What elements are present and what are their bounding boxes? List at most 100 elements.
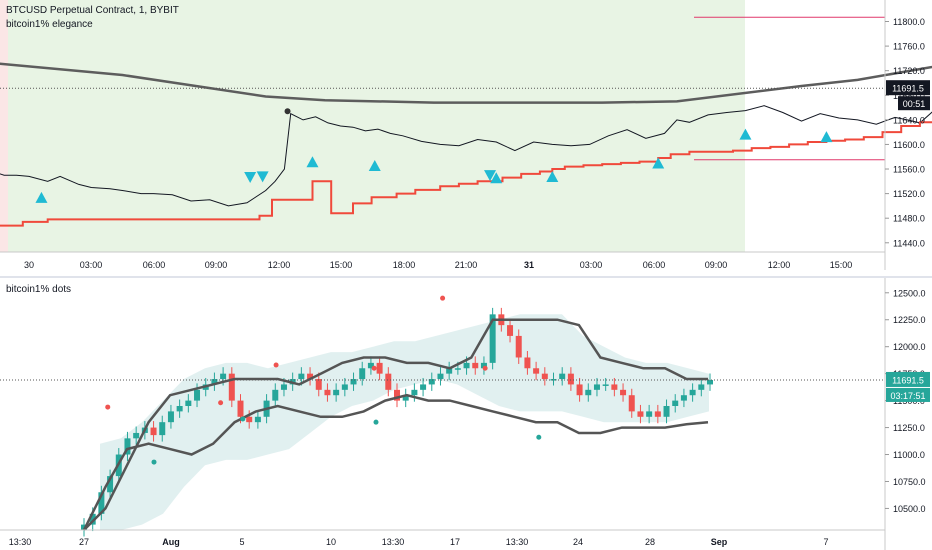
candle-body <box>350 379 357 385</box>
candle-body <box>220 373 227 380</box>
x-tick-label: 06:00 <box>643 260 666 270</box>
candle-body <box>211 379 218 385</box>
candle-body <box>150 427 157 436</box>
y-tick-label: 11800.0 <box>893 17 925 27</box>
y-tick-label: 11560.0 <box>893 165 925 175</box>
candle-body <box>672 400 679 406</box>
candle-body <box>298 373 305 380</box>
countdown-value: 00:51 <box>903 99 926 109</box>
candle-body <box>611 384 618 390</box>
triangle-down-marker <box>484 170 497 182</box>
candle-body <box>420 384 427 390</box>
signal-dot-green <box>373 419 379 425</box>
triangle-up-marker <box>652 157 665 169</box>
y-tick-label: 11520.0 <box>893 189 925 199</box>
x-tick-label: 13:30 <box>382 537 405 547</box>
candle-body <box>107 476 114 493</box>
x-tick-label: 15:00 <box>830 260 853 270</box>
candle-body <box>228 373 235 401</box>
top-bg-red <box>0 0 8 252</box>
lower-band-line <box>82 393 709 531</box>
candle-body <box>507 325 514 336</box>
candle-body <box>646 411 653 417</box>
x-tick-label: 03:00 <box>80 260 103 270</box>
candle-body <box>446 368 453 374</box>
x-tick-label: 18:00 <box>393 260 416 270</box>
y-tick-label: 12250.0 <box>893 315 926 325</box>
x-tick-label: 27 <box>79 537 89 547</box>
x-tick-label: 10 <box>326 537 336 547</box>
candle-body <box>620 389 627 396</box>
candle-body <box>585 389 592 396</box>
candle-body <box>254 416 261 423</box>
trend-line <box>0 62 932 104</box>
candle-body <box>463 362 470 369</box>
signal-dot-red <box>482 365 488 371</box>
candle-body <box>194 389 201 401</box>
x-tick-label: 12:00 <box>768 260 791 270</box>
top-bg-green <box>8 0 745 252</box>
triangle-down-marker <box>256 171 269 183</box>
y-tick-label: 11480.0 <box>893 214 925 224</box>
x-tick-label: 30 <box>24 260 34 270</box>
indicator-title-bottom: bitcoin1% dots <box>6 284 71 295</box>
x-tick-label: 31 <box>524 260 534 270</box>
candle-body <box>367 362 374 369</box>
y-tick-label: 11720.0 <box>893 66 925 76</box>
pane-separator <box>0 276 932 278</box>
candle-body <box>185 400 192 406</box>
y-tick-label: 11680.0 <box>893 91 925 101</box>
candle-body <box>602 384 609 386</box>
y-tick-label: 11640.0 <box>893 115 925 125</box>
y-tick-label: 11600.0 <box>893 140 925 150</box>
y-tick-label: 12000.0 <box>893 342 926 352</box>
stop-line <box>0 121 932 227</box>
candle-body <box>593 384 600 390</box>
candle-body <box>359 368 366 380</box>
triangle-up-marker <box>368 159 381 171</box>
band-fill <box>100 314 709 530</box>
y-tick-label: 11760.0 <box>893 42 925 52</box>
chart-title: BTCUSD Perpetual Contract, 1, BYBIT <box>6 5 179 16</box>
signal-dot-red <box>371 365 377 371</box>
y-tick-label: 11440.0 <box>893 238 925 248</box>
y-tick-label: 11000.0 <box>893 450 925 460</box>
candle-body <box>307 373 314 380</box>
candle-body <box>341 384 348 390</box>
candle-body <box>680 395 687 401</box>
candle-body <box>698 384 705 390</box>
x-tick-label: Aug <box>162 537 180 547</box>
x-tick-label: 24 <box>573 537 583 547</box>
candle-body <box>654 411 661 417</box>
candle-body <box>567 373 574 385</box>
signal-dot-green <box>151 459 157 465</box>
candle-body <box>280 384 287 390</box>
candle-body <box>472 362 479 369</box>
candle-body <box>176 406 183 412</box>
candle-body <box>663 406 670 417</box>
candle-body <box>324 389 331 396</box>
candle-body <box>98 492 105 514</box>
candle-body <box>272 389 279 401</box>
countdown-value-bottom: 03:17:51 <box>890 391 925 401</box>
x-tick-label: 09:00 <box>205 260 228 270</box>
x-tick-label: 5 <box>239 537 244 547</box>
x-tick-label: 17 <box>450 537 460 547</box>
triangle-up-marker <box>306 156 319 168</box>
triangle-up-marker <box>35 191 48 203</box>
triangle-up-marker <box>820 131 833 143</box>
triangle-up-marker <box>739 128 752 140</box>
indicator-title-top: bitcoin1% elegance <box>6 19 93 30</box>
x-tick-label: 15:00 <box>330 260 353 270</box>
candle-body <box>376 362 383 374</box>
x-tick-label: 21:00 <box>455 260 478 270</box>
x-tick-label: 09:00 <box>705 260 728 270</box>
candle-body <box>689 389 696 396</box>
candle-body <box>237 400 244 417</box>
y-tick-label: 10500.0 <box>893 504 926 514</box>
candle-body <box>515 335 522 358</box>
y-tick-label: 11250.0 <box>893 423 925 433</box>
triangle-down-marker <box>244 172 257 184</box>
bottom-pane: 10500.010750.011000.011250.011500.011750… <box>0 278 930 550</box>
last-price-value: 11691.5 <box>892 84 924 94</box>
